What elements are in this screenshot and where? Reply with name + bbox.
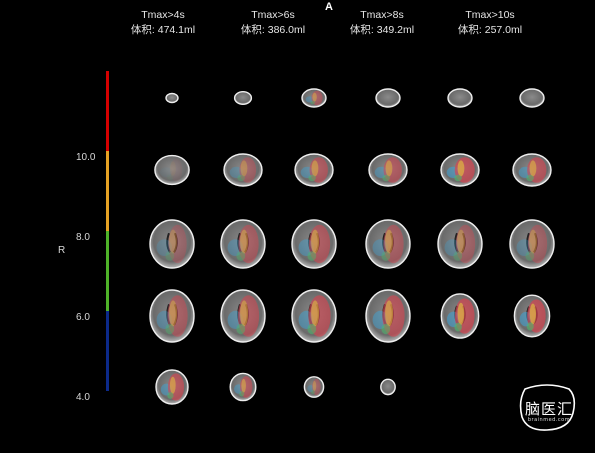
brain-slice xyxy=(512,153,552,187)
brain-slice xyxy=(154,154,190,186)
brain-slice xyxy=(149,289,195,343)
column-header-4: Tmax>10s 体积: 257.0ml xyxy=(435,8,545,38)
brain-slice xyxy=(365,219,411,269)
brain-slice xyxy=(375,88,401,108)
brain-slice xyxy=(165,92,179,104)
brain-slice xyxy=(380,378,396,396)
colorbar-tick-10: 10.0 xyxy=(76,152,96,163)
column-header-2: Tmax>6s 体积: 386.0ml xyxy=(218,8,328,38)
volume-label: 体积: 257.0ml xyxy=(457,24,523,36)
colorbar-tick-6: 6.0 xyxy=(76,312,90,323)
threshold-label: Tmax>10s xyxy=(465,9,515,21)
threshold-label: Tmax>4s xyxy=(141,9,185,21)
colorbar-red-segment xyxy=(106,71,109,151)
brain-slice xyxy=(303,376,325,398)
brain-slice xyxy=(220,289,266,343)
brain-slice xyxy=(291,219,337,269)
brain-slice xyxy=(220,219,266,269)
brainmed-logo-icon xyxy=(519,384,576,431)
volume-label: 体积: 386.0ml xyxy=(240,24,306,36)
volume-label: 体积: 349.2ml xyxy=(349,24,415,36)
brain-slice xyxy=(447,88,473,108)
brain-slice xyxy=(509,219,555,269)
brain-slice xyxy=(365,289,411,343)
brain-slice xyxy=(437,219,483,269)
panel-letter: A xyxy=(325,1,333,13)
colorbar-tick-8: 8.0 xyxy=(76,232,90,243)
brain-slice xyxy=(513,294,551,338)
logo-text: 脑医汇 xyxy=(524,400,573,418)
logo-subtext: brainmed.com xyxy=(527,417,571,423)
threshold-label: Tmax>8s xyxy=(360,9,404,21)
brain-slice xyxy=(440,153,480,187)
colorbar-green-segment xyxy=(106,231,109,311)
brain-slice xyxy=(440,293,480,339)
brain-slice xyxy=(155,369,189,405)
threshold-label: Tmax>6s xyxy=(251,9,295,21)
colorbar-blue-segment xyxy=(106,311,109,391)
colorbar-orange-segment xyxy=(106,151,109,231)
brain-slice xyxy=(291,289,337,343)
brain-slice xyxy=(294,153,334,187)
brain-slice xyxy=(301,88,327,108)
colorbar-axis-label: R xyxy=(58,245,66,256)
brain-slice xyxy=(229,372,257,402)
brain-slice xyxy=(233,90,253,105)
column-header-1: Tmax>4s 体积: 474.1ml xyxy=(108,8,218,38)
brain-slice xyxy=(519,88,545,108)
brain-slice xyxy=(149,219,195,269)
column-header-3: Tmax>8s 体积: 349.2ml xyxy=(327,8,437,38)
brain-slice xyxy=(223,153,263,187)
brain-slice xyxy=(368,153,408,187)
volume-label: 体积: 474.1ml xyxy=(130,24,196,36)
colorbar-tick-4: 4.0 xyxy=(76,392,90,403)
